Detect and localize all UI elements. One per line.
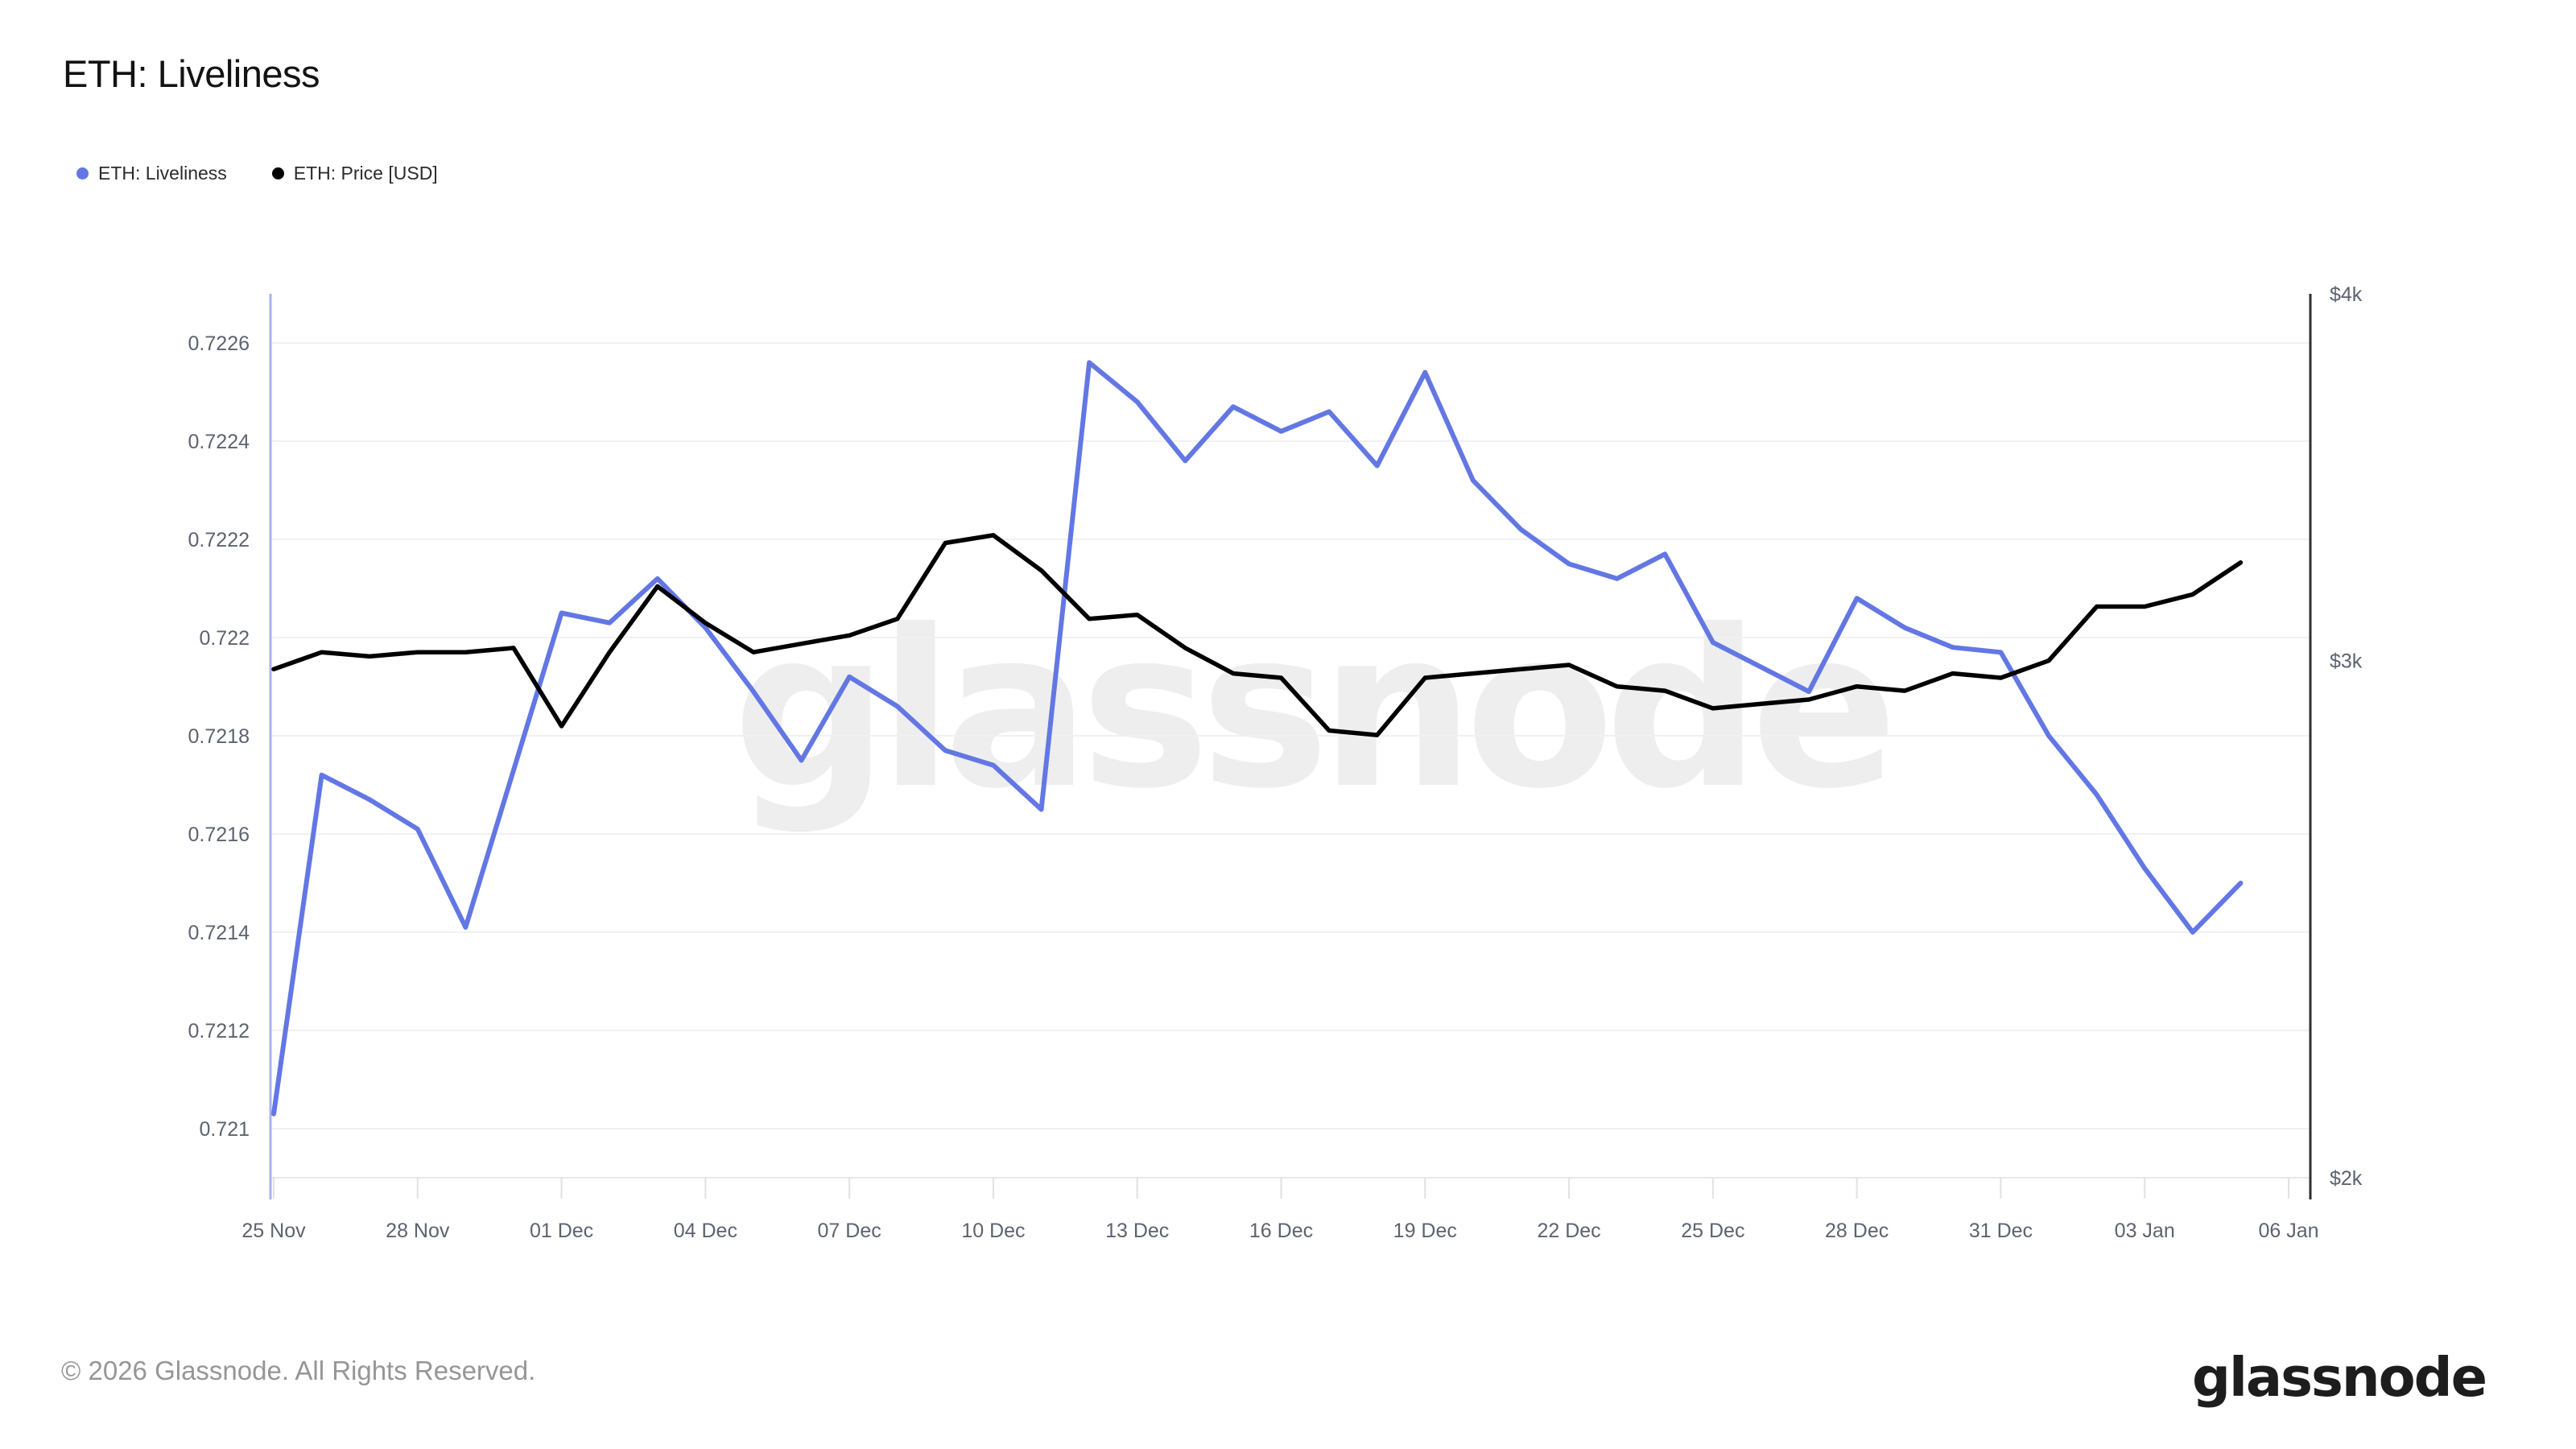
right-axis-tick-label: $4k [2330, 283, 2363, 306]
right-axis-tick-label: $3k [2330, 650, 2363, 673]
left-axis-tick-label: 0.7212 [188, 1020, 250, 1042]
x-axis-tick-label: 28 Nov [386, 1220, 450, 1242]
x-axis-tick-label: 19 Dec [1393, 1220, 1457, 1242]
legend-item-price[interactable]: ETH: Price [USD] [271, 163, 438, 184]
glassnode-logo: glassnode [2192, 1346, 2487, 1409]
left-axis-tick-label: 0.7216 [188, 824, 250, 846]
left-axis-tick-label: 0.721 [199, 1118, 250, 1141]
left-axis-tick-label: 0.722 [199, 627, 250, 650]
x-axis-tick-label: 03 Jan [2115, 1220, 2175, 1242]
x-axis-tick-label: 28 Dec [1825, 1220, 1889, 1242]
left-axis-tick-label: 0.7224 [188, 431, 250, 453]
liveliness-line[interactable] [271, 360, 2244, 1117]
x-axis-tick-label: 13 Dec [1105, 1220, 1169, 1242]
x-axis-tick-label: 06 Jan [2258, 1220, 2318, 1242]
x-axis-tick-label: 25 Nov [242, 1220, 306, 1242]
x-axis-tick-label: 25 Dec [1681, 1220, 1744, 1242]
liveliness-series-dot-icon [76, 167, 89, 180]
price-line[interactable] [271, 533, 2244, 737]
page-title: ETH: Liveliness [63, 52, 320, 95]
x-axis-tick-label: 07 Dec [818, 1220, 881, 1242]
x-axis-tick-label: 22 Dec [1537, 1220, 1600, 1242]
x-axis-tick-label: 10 Dec [961, 1220, 1025, 1242]
left-axis-tick-label: 0.7214 [188, 922, 250, 944]
copyright-text: © 2026 Glassnode. All Rights Reserved. [61, 1356, 536, 1385]
x-axis-tick-label: 31 Dec [1969, 1220, 2033, 1242]
x-axis-tick-label: 01 Dec [530, 1220, 593, 1242]
right-axis-tick-label: $2k [2330, 1167, 2363, 1190]
chart-legend: ETH: Liveliness ETH: Price [USD] [76, 163, 438, 184]
left-axis-tick-label: 0.7226 [188, 332, 250, 355]
left-axis-tick-label: 0.7222 [188, 529, 250, 551]
legend-item-label: ETH: Price [USD] [293, 163, 438, 184]
legend-item-liveliness[interactable]: ETH: Liveliness [76, 163, 227, 184]
price-series-dot-icon [271, 167, 284, 180]
left-axis-tick-label: 0.7218 [188, 725, 250, 748]
legend-item-label: ETH: Liveliness [98, 163, 227, 184]
x-axis-tick-label: 16 Dec [1249, 1220, 1313, 1242]
x-axis-tick-label: 04 Dec [674, 1220, 737, 1242]
